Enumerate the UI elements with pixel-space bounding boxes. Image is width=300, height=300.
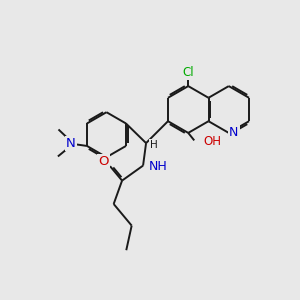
Text: N: N [229,126,239,139]
Text: N: N [66,137,76,150]
Text: H: H [150,140,158,150]
Text: O: O [98,155,109,169]
Text: Cl: Cl [182,66,194,79]
Text: NH: NH [149,160,168,173]
Text: OH: OH [203,135,221,148]
